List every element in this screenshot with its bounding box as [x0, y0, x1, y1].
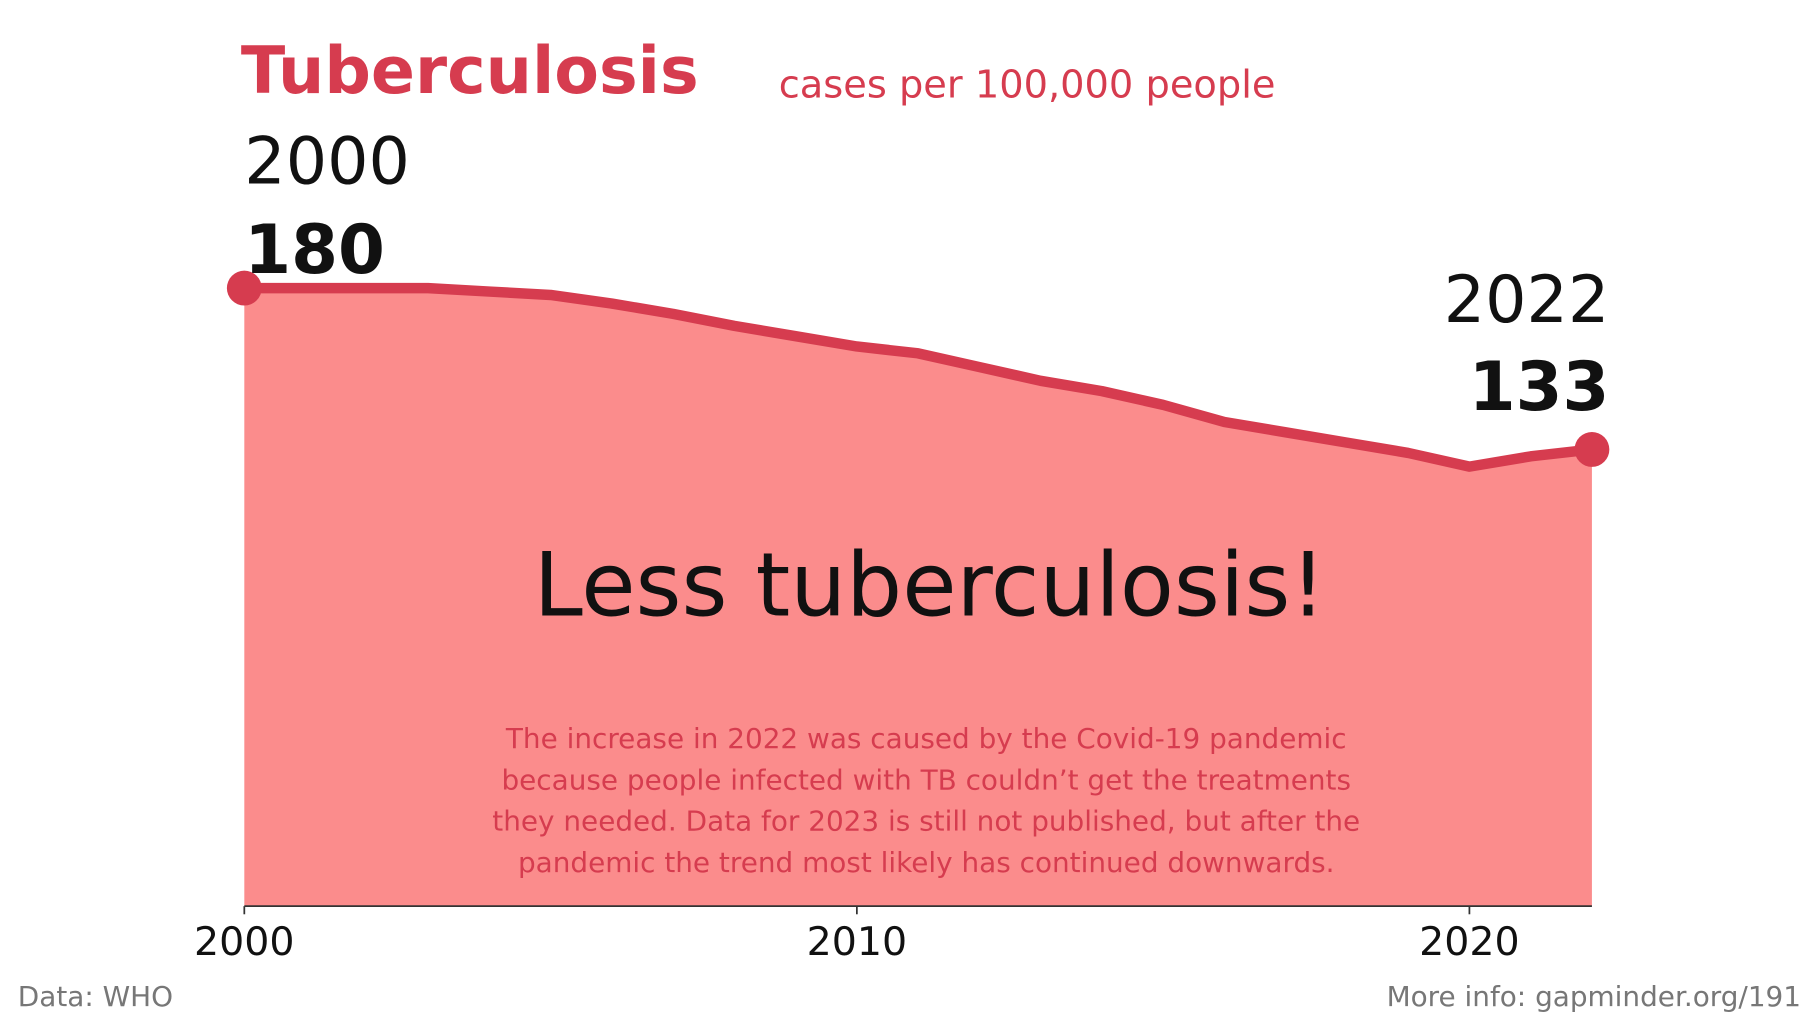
note-line: they needed. Data for 2023 is still not …: [492, 805, 1360, 838]
end-dot: [1574, 432, 1610, 467]
area: [244, 288, 1592, 907]
end-year-label: 2022: [1444, 263, 1610, 338]
note-line: The increase in 2022 was caused by the C…: [505, 722, 1347, 755]
chart-title: Tuberculosis: [241, 34, 699, 109]
note-line: because people infected with TB couldn’t…: [501, 763, 1351, 796]
start-year-label: 2000: [244, 125, 410, 200]
line: [244, 282, 1593, 472]
chart-subtitle: cases per 100,000 people: [779, 63, 1276, 108]
start-value-label: 180: [244, 210, 385, 289]
end-dot: [226, 270, 262, 306]
end-value-label: 133: [1469, 347, 1610, 426]
x-tick-label: 2010: [807, 919, 908, 965]
x-tick-label: 2000: [194, 919, 294, 965]
more-info: More info: gapminder.org/191: [1387, 980, 1801, 1013]
note-line: pandemic the trend most likely has conti…: [518, 846, 1335, 879]
annotation: Less tuberculosis!: [534, 534, 1326, 637]
x-tick-label: 2020: [1419, 919, 1520, 965]
source: Data: WHO: [18, 980, 173, 1013]
